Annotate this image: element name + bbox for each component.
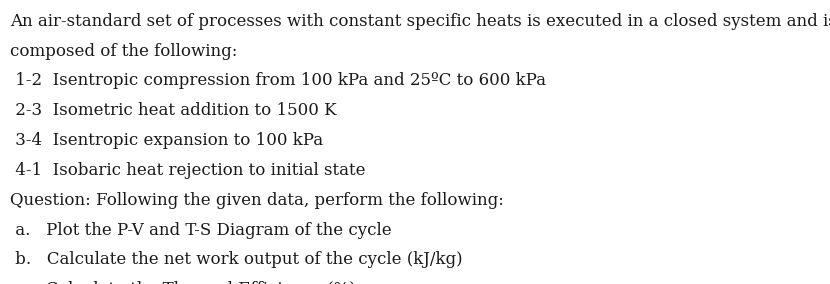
Text: 4-1  Isobaric heat rejection to initial state: 4-1 Isobaric heat rejection to initial s… — [10, 162, 365, 179]
Text: b.   Calculate the net work output of the cycle (kJ/kg): b. Calculate the net work output of the … — [10, 251, 462, 268]
Text: composed of the following:: composed of the following: — [10, 43, 237, 60]
Text: 1-2  Isentropic compression from 100 kPa and 25ºC to 600 kPa: 1-2 Isentropic compression from 100 kPa … — [10, 72, 546, 89]
Text: Question: Following the given data, perform the following:: Question: Following the given data, perf… — [10, 192, 504, 209]
Text: 3-4  Isentropic expansion to 100 kPa: 3-4 Isentropic expansion to 100 kPa — [10, 132, 323, 149]
Text: An air-standard set of processes with constant specific heats is executed in a c: An air-standard set of processes with co… — [10, 13, 830, 30]
Text: c.   Calculate the Thermal Efficiency (%): c. Calculate the Thermal Efficiency (%) — [10, 281, 356, 284]
Text: a.   Plot the P-V and T-S Diagram of the cycle: a. Plot the P-V and T-S Diagram of the c… — [10, 222, 392, 239]
Text: 2-3  Isometric heat addition to 1500 K: 2-3 Isometric heat addition to 1500 K — [10, 102, 337, 119]
